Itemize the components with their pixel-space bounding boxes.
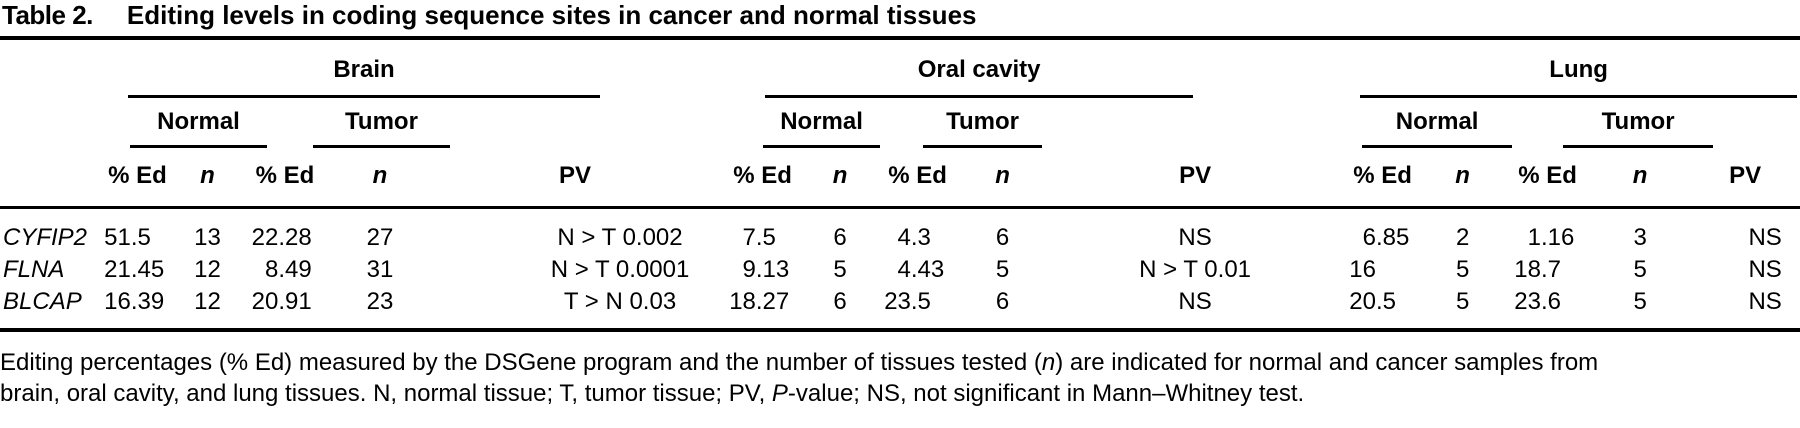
italic-n: n — [1041, 349, 1056, 376]
table-caption: Editing levels in coding sequence sites … — [126, 0, 977, 30]
cell-cyfip2-brain-normal-n: 13 — [194, 224, 221, 251]
cell-blcap-lung-pv: NS — [1690, 286, 1800, 332]
tissue-header-cell-lung: Lung — [1345, 40, 1800, 98]
col-header-lung-pv: PV — [1690, 148, 1800, 209]
cell-flna-lung-tumor-ed: 18.7 — [1514, 256, 1561, 283]
spacer-cell — [0, 148, 100, 209]
cell-blcap-lung-tumor-n: 5 — [1590, 286, 1691, 332]
cell-flna-brain-tumor-ed: 8.49 — [264, 256, 312, 283]
cell-cyfip2-oral-normal-ed: 7.5 — [742, 224, 776, 251]
col-header-lung-tumor-ed: % Ed — [1505, 148, 1591, 209]
cell-flna-lung-normal-ed: 16 — [1349, 256, 1376, 283]
subheader-brain-tumor: Tumor — [240, 98, 450, 148]
col-header-brain-tumor-ed: % Ed — [240, 148, 330, 209]
cell-cyfip2-lung-tumor-n: 3 — [1633, 224, 1647, 251]
cell-flna-lung-tumor-n: 5 — [1633, 256, 1647, 283]
cell-blcap-brain-tumor-ed: 20.91 — [240, 286, 330, 332]
tissue-header-cell-brain: Brain — [100, 40, 720, 98]
gene-name: CYFIP2 — [3, 224, 88, 251]
col-header-lung-normal-ed: % Ed — [1345, 148, 1421, 209]
cell-blcap-oral-tumor-n: 6 — [960, 286, 1046, 332]
footnote-line-2: brain, oral cavity, and lung tissues. N,… — [0, 380, 1305, 407]
measure-header-row: % Ed n % Ed n PV % Ed n % Ed n PV % Ed n… — [0, 148, 1800, 209]
col-header-oral-tumor-ed: % Ed — [875, 148, 961, 209]
cell-cyfip2-oral-normal-n: 6 — [833, 224, 847, 251]
cell-cyfip2-lung-pv: NS — [1748, 224, 1782, 251]
cell-cyfip2-lung-tumor-ed: 1.16 — [1527, 224, 1575, 251]
col-header-lung-tumor-n: n — [1590, 148, 1691, 209]
cell-blcap-oral-pv: NS — [1045, 286, 1346, 332]
subheader-lung-tumor: Tumor — [1505, 98, 1714, 148]
col-header-oral-normal-ed: % Ed — [720, 148, 806, 209]
cell-flna-brain-normal-ed: 21.45 — [104, 256, 165, 283]
tissue-header-row: Brain Oral cavity Lung — [0, 40, 1800, 98]
cell-cyfip2-oral-tumor-n: 6 — [995, 224, 1010, 251]
table-row-blcap: BLCAP 16.39 12 20.91 23 T > N 0.03 18.27… — [0, 286, 1800, 332]
spacer-cell — [1690, 98, 1800, 148]
tissue-header-cell-oral-cavity: Oral cavity — [720, 40, 1345, 98]
cell-blcap-oral-normal-ed: 18.27 — [720, 286, 806, 332]
col-header-brain-pv: PV — [430, 148, 721, 209]
cell-flna-oral-normal-n: 5 — [833, 256, 847, 283]
table-title: Table 2. Editing levels in coding sequenc… — [0, 0, 1800, 40]
cell-flna-lung-normal-n: 5 — [1455, 256, 1470, 283]
cell-blcap-lung-tumor-ed: 23.6 — [1505, 286, 1591, 332]
cell-blcap-brain-normal-n: 12 — [175, 286, 240, 332]
cell-flna-lung-pv: NS — [1748, 256, 1782, 283]
cell-flna-brain-tumor-n: 31 — [366, 256, 394, 283]
cell-cyfip2-brain-normal-ed: 51.5 — [104, 224, 151, 251]
cell-blcap-lung-normal-ed: 20.5 — [1345, 286, 1421, 332]
cell-blcap-oral-normal-n: 6 — [805, 286, 876, 332]
cell-blcap-lung-normal-n: 5 — [1420, 286, 1506, 332]
cell-blcap-brain-tumor-n: 23 — [330, 286, 430, 332]
col-header-brain-normal-ed: % Ed — [100, 148, 175, 209]
cell-cyfip2-oral-tumor-ed: 4.3 — [897, 224, 931, 251]
cell-cyfip2-lung-normal-n: 2 — [1455, 224, 1470, 251]
editing-table: Brain Oral cavity Lung Normal Tumor Norm… — [0, 40, 1800, 332]
subheader-oral-tumor: Tumor — [875, 98, 1045, 148]
cell-cyfip2-brain-tumor-n: 27 — [366, 224, 394, 251]
cell-cyfip2-brain-tumor-ed: 22.28 — [251, 224, 312, 251]
gene-column-header — [0, 40, 100, 98]
italic-p: P — [771, 380, 788, 407]
subgroup-header-row: Normal Tumor Normal Tumor Normal Tumor — [0, 98, 1800, 148]
tissue-header-lung: Lung — [1549, 56, 1608, 83]
cell-flna-oral-tumor-ed: 4.43 — [897, 256, 945, 283]
col-header-oral-tumor-n: n — [960, 148, 1046, 209]
cell-flna-oral-normal-ed: 9.13 — [742, 256, 790, 283]
cell-blcap-brain-pv: T > N 0.03 — [430, 286, 721, 332]
col-header-brain-tumor-n: n — [330, 148, 430, 209]
gene-name: FLNA — [3, 256, 65, 283]
cell-flna-oral-pv: N > T 0.01 — [1139, 256, 1252, 283]
cell-blcap-brain-normal-ed: 16.39 — [100, 286, 175, 332]
gene-name: BLCAP — [0, 286, 100, 332]
cell-cyfip2-oral-pv: NS — [1178, 224, 1212, 251]
subheader-lung-normal: Normal — [1345, 98, 1513, 148]
table-row-cyfip2: CYFIP2 51.5 13 22.28 27 N > T 0.002 7.5 … — [0, 208, 1800, 255]
table-number: Table 2. — [2, 0, 93, 30]
footnote-line-1: Editing percentages (% Ed) measured by t… — [0, 349, 1599, 376]
cell-flna-brain-pv: N > T 0.0001 — [550, 256, 690, 283]
tissue-header-oral-cavity: Oral cavity — [917, 56, 1041, 83]
cell-flna-oral-tumor-n: 5 — [995, 256, 1010, 283]
subheader-oral-normal: Normal — [720, 98, 881, 148]
table-row-flna: FLNA 21.45 12 8.49 31 N > T 0.0001 9.13 … — [0, 254, 1800, 286]
cell-cyfip2-lung-normal-ed: 6.85 — [1362, 224, 1410, 251]
spacer-cell — [430, 98, 720, 148]
subheader-brain-normal: Normal — [100, 98, 267, 148]
col-header-oral-pv: PV — [1045, 148, 1346, 209]
spacer-cell — [1045, 98, 1345, 148]
cell-blcap-oral-tumor-ed: 23.5 — [875, 286, 961, 332]
cell-flna-brain-normal-n: 12 — [194, 256, 221, 283]
spacer-cell — [0, 98, 100, 148]
col-header-lung-normal-n: n — [1420, 148, 1506, 209]
footnote: Editing percentages (% Ed) measured by t… — [0, 347, 1800, 409]
col-header-brain-normal-n: n — [175, 148, 240, 209]
col-header-oral-normal-n: n — [805, 148, 876, 209]
cell-cyfip2-brain-pv: N > T 0.002 — [557, 224, 683, 251]
tissue-header-brain: Brain — [333, 56, 395, 83]
